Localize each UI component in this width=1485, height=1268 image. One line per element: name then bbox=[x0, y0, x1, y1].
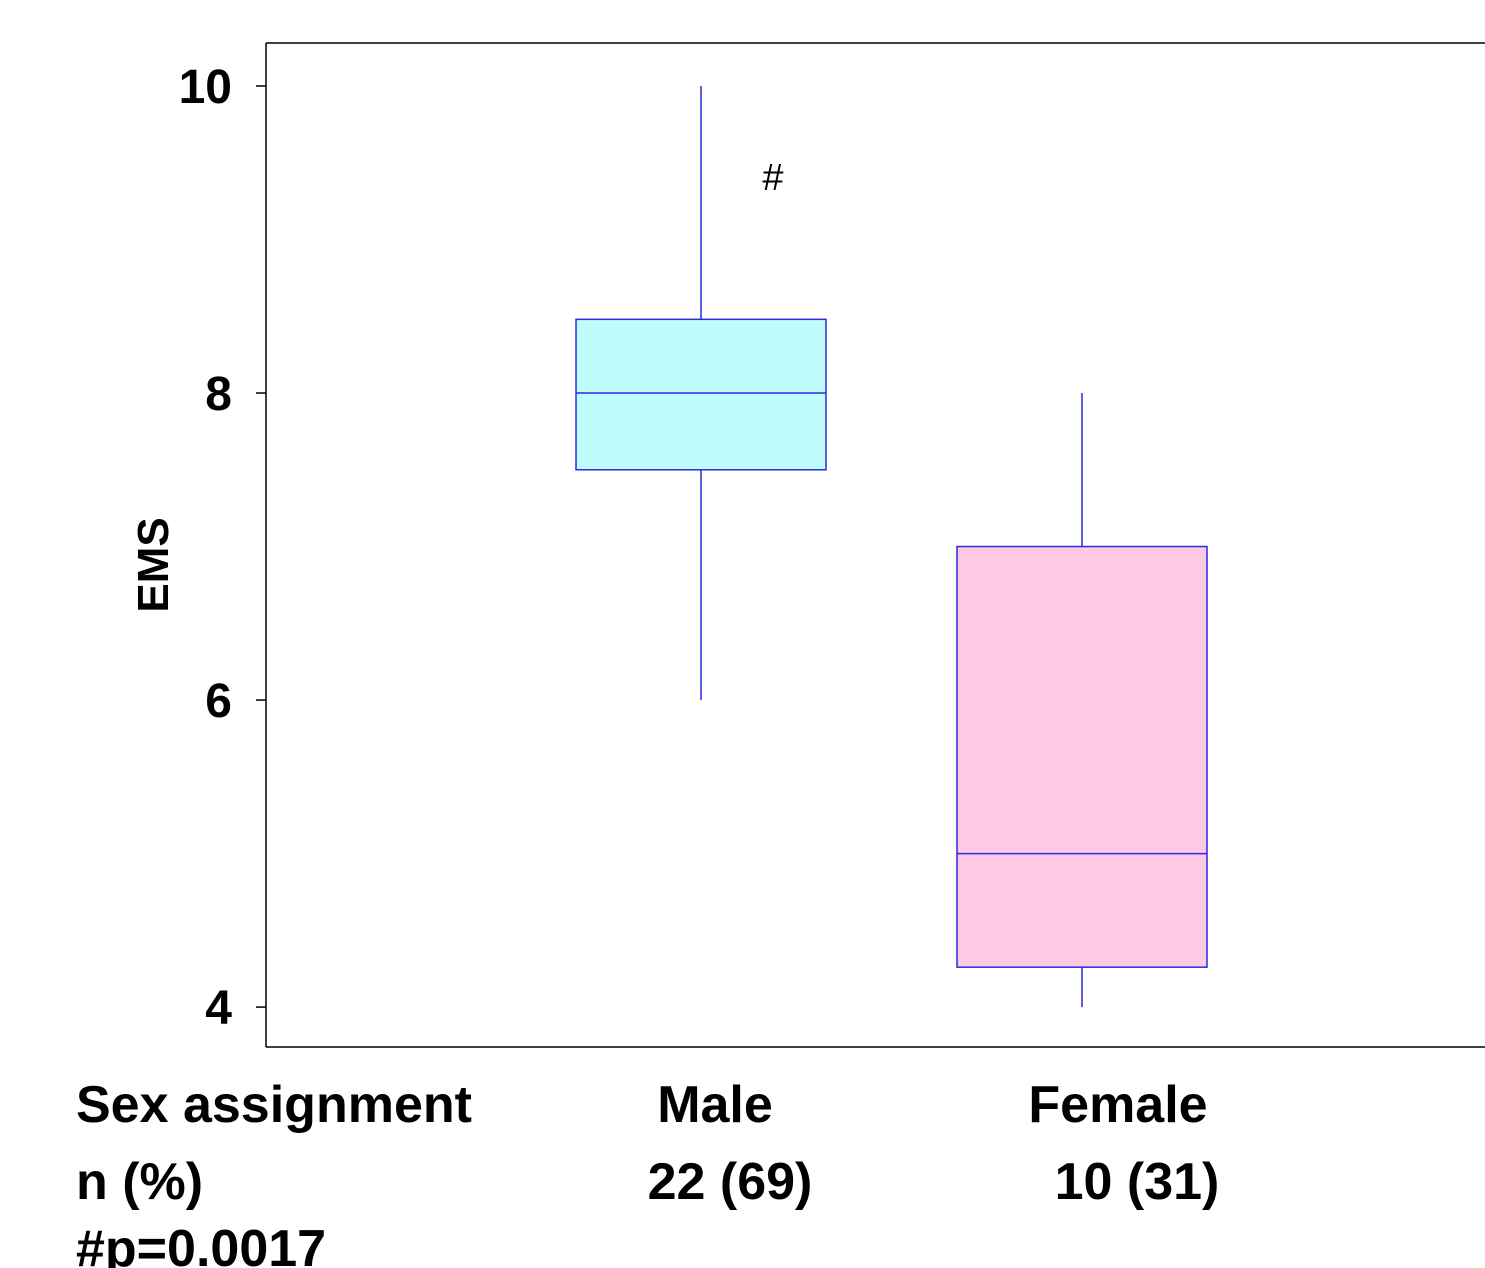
y-tick-label: 4 bbox=[205, 982, 232, 1035]
p-value-footnote: #p=0.0017 bbox=[76, 1220, 326, 1268]
y-ticks: 4 6 8 10 bbox=[179, 61, 266, 1035]
iqr-box bbox=[956, 545, 1208, 968]
annotations: # bbox=[762, 157, 783, 199]
row1-male: Male bbox=[657, 1076, 773, 1134]
boxes bbox=[575, 85, 1208, 1008]
row2-female: 10 (31) bbox=[1055, 1153, 1220, 1211]
y-axis-label: EMS bbox=[129, 517, 178, 612]
significance-marker: # bbox=[762, 157, 783, 199]
category-table: Sex assignment Male Female n (%) 22 (69)… bbox=[76, 1076, 1219, 1268]
box-male bbox=[575, 85, 827, 701]
row1-female: Female bbox=[1028, 1076, 1207, 1134]
y-tick-label: 6 bbox=[205, 675, 232, 728]
y-tick-label: 8 bbox=[205, 368, 232, 421]
iqr-box bbox=[575, 318, 827, 471]
box-female bbox=[956, 393, 1208, 1008]
row2-label: n (%) bbox=[76, 1153, 203, 1211]
row2-male: 22 (69) bbox=[648, 1153, 813, 1211]
plot-frame bbox=[265, 42, 1485, 1048]
y-tick-label: 10 bbox=[179, 61, 232, 114]
row1-label: Sex assignment bbox=[76, 1076, 472, 1134]
